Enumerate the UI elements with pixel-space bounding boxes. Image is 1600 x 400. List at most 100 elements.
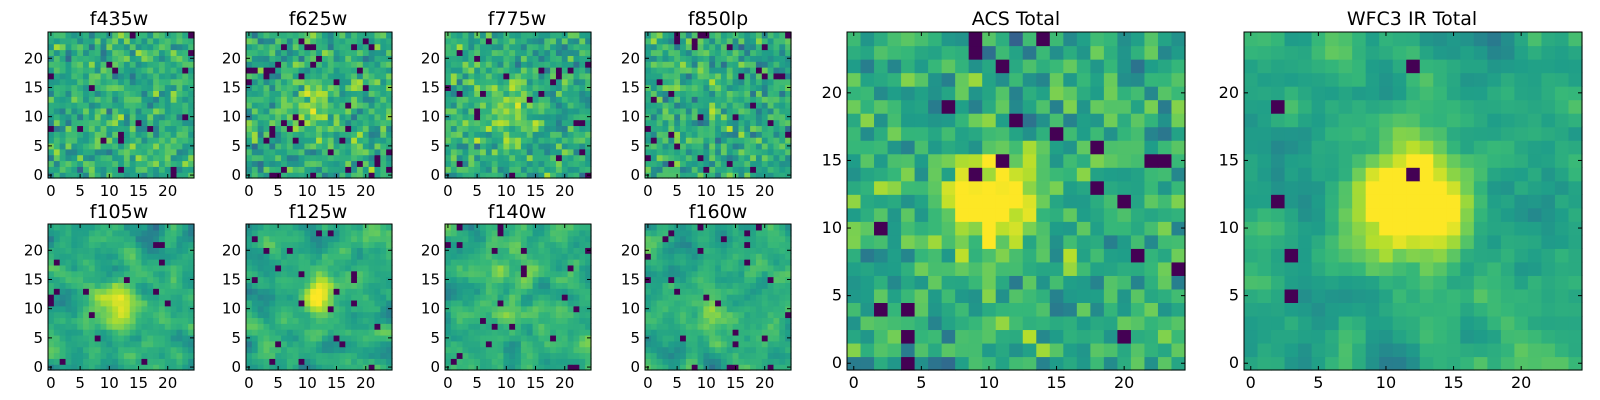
heatmap-cell [333, 154, 341, 162]
heatmap-cell [567, 235, 575, 243]
heatmap-cell [83, 334, 90, 342]
heatmap-cell [744, 67, 751, 74]
heatmap-cell [709, 334, 716, 342]
heatmap-cell [503, 299, 510, 307]
heatmap-cell [118, 84, 125, 91]
heatmap-cell [153, 142, 160, 150]
heatmap-cell [112, 229, 119, 237]
heatmap-cell [304, 96, 311, 103]
heatmap-cell [480, 84, 487, 91]
heatmap-cell [532, 305, 540, 313]
heatmap-cell [468, 125, 475, 132]
heatmap-cell [380, 67, 387, 74]
heatmap-cell [339, 137, 346, 144]
heatmap-cell [726, 131, 734, 138]
heatmap-cell [726, 172, 734, 179]
heatmap-cell [515, 358, 522, 365]
heatmap-cell [503, 96, 510, 103]
heatmap-cell [386, 352, 393, 359]
heatmap-cell [715, 90, 722, 97]
heatmap-cell [362, 113, 370, 121]
heatmap-cell [480, 224, 487, 231]
heatmap-cell [286, 125, 294, 132]
heatmap-cell [767, 137, 775, 144]
heatmap-cell [327, 329, 335, 336]
heatmap-cell [738, 55, 745, 62]
heatmap-cell [263, 334, 270, 342]
heatmap-cell [170, 229, 178, 237]
heatmap-cell [526, 358, 534, 365]
heatmap-cell [362, 229, 370, 237]
heatmap-cell [298, 55, 305, 62]
heatmap-cell [310, 78, 317, 86]
heatmap-cell [356, 323, 364, 330]
heatmap-cell [561, 305, 569, 313]
heatmap-cell [750, 299, 757, 307]
heatmap-cell [732, 166, 740, 173]
heatmap-cell [538, 107, 545, 115]
heatmap-cell [709, 32, 716, 39]
heatmap-cell [281, 276, 288, 283]
heatmap-cell [573, 32, 580, 39]
heatmap-cell [71, 96, 78, 103]
y-tick-label: 15 [621, 78, 640, 96]
heatmap-cell [170, 253, 178, 260]
heatmap-cell [726, 107, 734, 115]
heatmap-cell [779, 61, 786, 68]
heatmap-cell [561, 84, 569, 91]
heatmap-cell [703, 299, 710, 307]
heatmap-cell [497, 282, 504, 289]
heatmap-cell [59, 90, 67, 97]
heatmap-cell [468, 61, 475, 68]
heatmap-cell [304, 72, 311, 80]
heatmap-cell [674, 166, 681, 173]
heatmap-cell [351, 78, 358, 86]
heatmap-cell [662, 55, 669, 62]
heatmap-cell [567, 102, 575, 109]
heatmap-cell [129, 96, 137, 103]
heatmap-cell [445, 119, 452, 127]
heatmap-cell [691, 142, 699, 150]
heatmap-cell [129, 49, 137, 56]
y-tick-label: 10 [222, 300, 241, 318]
heatmap-cell [515, 78, 522, 86]
heatmap-cell [304, 358, 311, 365]
heatmap-cell [77, 323, 84, 330]
heatmap-cell [269, 107, 276, 115]
heatmap-cell [83, 61, 90, 68]
heatmap-cell [550, 61, 557, 68]
heatmap-cell [170, 329, 178, 336]
heatmap-cell [738, 358, 745, 365]
heatmap-cell [316, 264, 323, 272]
heatmap-cell [380, 90, 387, 97]
heatmap-cell [650, 49, 658, 56]
heatmap-cell [773, 125, 780, 132]
heatmap-cell [550, 37, 557, 45]
heatmap-cell [744, 61, 751, 68]
heatmap-cell [310, 334, 317, 342]
heatmap-cell [515, 96, 522, 103]
x-tick-label: 20 [356, 374, 375, 392]
heatmap-cell [773, 172, 780, 179]
heatmap-cell [298, 282, 305, 289]
heatmap-cell [579, 235, 586, 243]
heatmap-cell [773, 67, 780, 74]
heatmap-cell [515, 49, 522, 56]
heatmap-cell [257, 299, 265, 307]
heatmap-cell [246, 340, 253, 348]
heatmap-cell [292, 235, 300, 243]
heatmap-cell [176, 294, 183, 301]
heatmap-cell [345, 55, 352, 62]
heatmap-cell [386, 107, 393, 115]
heatmap-cell [520, 235, 528, 243]
heatmap-cell [83, 364, 90, 371]
heatmap-cell [720, 346, 728, 354]
heatmap-cell [573, 364, 580, 371]
heatmap-cell [316, 329, 323, 336]
heatmap-cell [123, 37, 131, 45]
heatmap-cell [158, 148, 166, 156]
heatmap-cell [292, 282, 300, 289]
heatmap-cell [685, 49, 693, 56]
heatmap-cell [333, 84, 341, 91]
heatmap-cell [650, 119, 658, 127]
